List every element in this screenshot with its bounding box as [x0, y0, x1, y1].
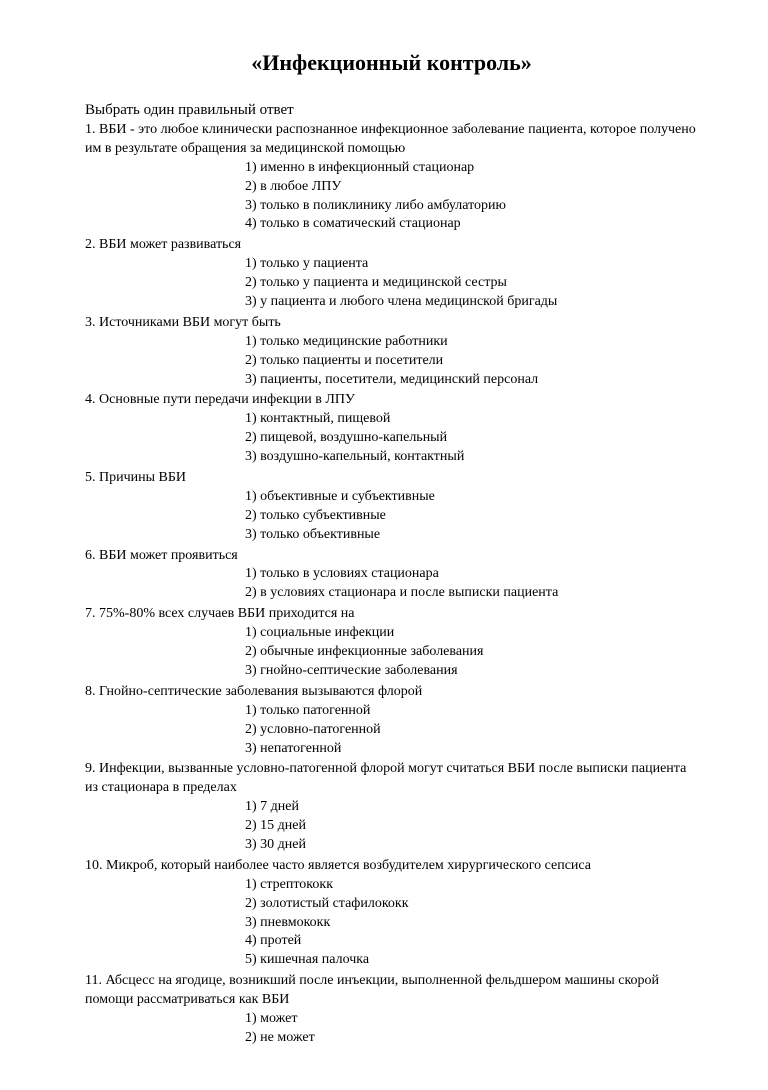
option-item: 1) контактный, пищевой	[245, 410, 698, 429]
option-item: 1) 7 дней	[245, 798, 698, 817]
questions-container: 1. ВБИ - это любое клинически распознанн…	[85, 121, 698, 1048]
option-item: 1) стрептококк	[245, 876, 698, 895]
question-text: 4. Основные пути передачи инфекции в ЛПУ	[85, 391, 698, 410]
option-item: 3) пневмококк	[245, 914, 698, 933]
question-block: 3. Источниками ВБИ могут быть1) только м…	[85, 314, 698, 390]
question-text: 7. 75%-80% всех случаев ВБИ приходится н…	[85, 605, 698, 624]
question-block: 4. Основные пути передачи инфекции в ЛПУ…	[85, 391, 698, 467]
option-item: 3) только объективные	[245, 526, 698, 545]
option-item: 3) гнойно-септические заболевания	[245, 662, 698, 681]
option-item: 5) кишечная палочка	[245, 951, 698, 970]
question-block: 5. Причины ВБИ1) объективные и субъектив…	[85, 469, 698, 545]
options-list: 1) именно в инфекционный стационар2) в л…	[85, 159, 698, 235]
page-title: «Инфекционный контроль»	[85, 50, 698, 76]
option-item: 2) в условиях стационара и после выписки…	[245, 584, 698, 603]
option-item: 3) воздушно-капельный, контактный	[245, 448, 698, 467]
option-item: 3) у пациента и любого члена медицинской…	[245, 293, 698, 312]
options-list: 1) объективные и субъективные2) только с…	[85, 488, 698, 545]
option-item: 1) только в условиях стационара	[245, 565, 698, 584]
question-text: 5. Причины ВБИ	[85, 469, 698, 488]
options-list: 1) 7 дней2) 15 дней3) 30 дней	[85, 798, 698, 855]
option-item: 2) только пациенты и посетители	[245, 352, 698, 371]
options-list: 1) социальные инфекции2) обычные инфекци…	[85, 624, 698, 681]
option-item: 2) 15 дней	[245, 817, 698, 836]
options-list: 1) только медицинские работники2) только…	[85, 333, 698, 390]
question-text: 11. Абсцесс на ягодице, возникший после …	[85, 972, 698, 1010]
question-block: 11. Абсцесс на ягодице, возникший после …	[85, 972, 698, 1048]
option-item: 2) обычные инфекционные заболевания	[245, 643, 698, 662]
options-list: 1) может2) не может	[85, 1010, 698, 1048]
question-block: 1. ВБИ - это любое клинически распознанн…	[85, 121, 698, 234]
option-item: 2) не может	[245, 1029, 698, 1048]
options-list: 1) только патогенной2) условно-патогенно…	[85, 702, 698, 759]
page: «Инфекционный контроль» Выбрать один пра…	[0, 0, 768, 1090]
question-text: 9. Инфекции, вызванные условно-патогенно…	[85, 760, 698, 798]
option-item: 4) протей	[245, 932, 698, 951]
option-item: 2) золотистый стафилококк	[245, 895, 698, 914]
option-item: 2) условно-патогенной	[245, 721, 698, 740]
option-item: 1) социальные инфекции	[245, 624, 698, 643]
option-item: 1) может	[245, 1010, 698, 1029]
question-text: 10. Микроб, который наиболее часто являе…	[85, 857, 698, 876]
option-item: 1) только медицинские работники	[245, 333, 698, 352]
options-list: 1) только у пациента2) только у пациента…	[85, 255, 698, 312]
option-item: 3) 30 дней	[245, 836, 698, 855]
question-block: 2. ВБИ может развиваться1) только у паци…	[85, 236, 698, 312]
option-item: 2) только у пациента и медицинской сестр…	[245, 274, 698, 293]
question-block: 9. Инфекции, вызванные условно-патогенно…	[85, 760, 698, 854]
question-text: 1. ВБИ - это любое клинически распознанн…	[85, 121, 698, 159]
instruction-text: Выбрать один правильный ответ	[85, 102, 698, 119]
option-item: 1) именно в инфекционный стационар	[245, 159, 698, 178]
options-list: 1) только в условиях стационара2) в усло…	[85, 565, 698, 603]
option-item: 1) только у пациента	[245, 255, 698, 274]
options-list: 1) контактный, пищевой2) пищевой, воздуш…	[85, 410, 698, 467]
option-item: 1) только патогенной	[245, 702, 698, 721]
question-text: 2. ВБИ может развиваться	[85, 236, 698, 255]
option-item: 4) только в соматический стационар	[245, 215, 698, 234]
option-item: 2) пищевой, воздушно-капельный	[245, 429, 698, 448]
option-item: 2) только субъективные	[245, 507, 698, 526]
options-list: 1) стрептококк2) золотистый стафилококк3…	[85, 876, 698, 970]
question-text: 6. ВБИ может проявиться	[85, 547, 698, 566]
question-block: 10. Микроб, который наиболее часто являе…	[85, 857, 698, 970]
question-text: 8. Гнойно-септические заболевания вызыва…	[85, 683, 698, 702]
option-item: 2) в любое ЛПУ	[245, 178, 698, 197]
question-block: 6. ВБИ может проявиться1) только в услов…	[85, 547, 698, 604]
option-item: 1) объективные и субъективные	[245, 488, 698, 507]
option-item: 3) пациенты, посетители, медицинский пер…	[245, 371, 698, 390]
option-item: 3) непатогенной	[245, 740, 698, 759]
option-item: 3) только в поликлинику либо амбулаторию	[245, 197, 698, 216]
question-text: 3. Источниками ВБИ могут быть	[85, 314, 698, 333]
question-block: 8. Гнойно-септические заболевания вызыва…	[85, 683, 698, 759]
question-block: 7. 75%-80% всех случаев ВБИ приходится н…	[85, 605, 698, 681]
